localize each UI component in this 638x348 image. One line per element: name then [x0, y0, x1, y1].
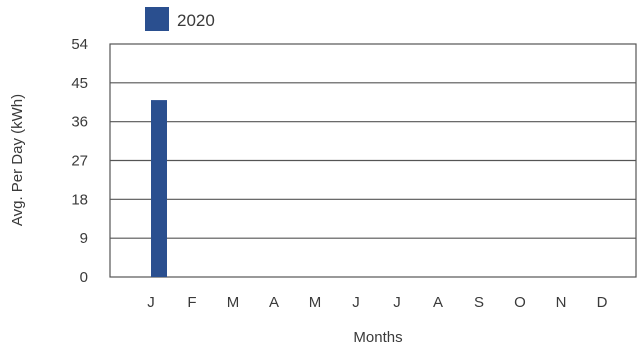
bar-J-0: [151, 100, 167, 277]
x-tick-label: D: [597, 294, 608, 311]
x-tick-label: O: [514, 294, 526, 311]
y-tick-label: 9: [80, 230, 88, 247]
legend-swatch-2020: [145, 7, 169, 31]
x-tick-label: S: [474, 294, 484, 311]
y-tick-label: 0: [80, 269, 88, 286]
y-tick-labels: 0 9 18 27 36 45 54: [71, 36, 88, 286]
x-tick-label: J: [393, 294, 401, 311]
y-tick-label: 36: [71, 114, 88, 131]
bars: [151, 100, 167, 277]
x-tick-label: F: [187, 294, 196, 311]
x-tick-label: J: [147, 294, 155, 311]
y-tick-label: 54: [71, 36, 88, 53]
gridlines: [110, 82, 636, 239]
y-tick-label: 18: [71, 191, 88, 208]
plot-area-frame: [109, 43, 637, 278]
y-axis-label: Avg. Per Day (kWh): [9, 94, 26, 226]
x-tick-label: J: [352, 294, 360, 311]
x-tick-label: M: [309, 294, 322, 311]
x-axis-label: Months: [353, 329, 402, 346]
legend-label-2020: 2020: [177, 11, 215, 30]
y-tick-label: 27: [71, 153, 88, 170]
legend: 2020: [145, 7, 215, 31]
y-tick-label: 45: [71, 75, 88, 92]
x-tick-label: A: [433, 294, 443, 311]
x-tick-label: M: [227, 294, 240, 311]
x-tick-label: N: [556, 294, 567, 311]
x-tick-label: A: [269, 294, 279, 311]
